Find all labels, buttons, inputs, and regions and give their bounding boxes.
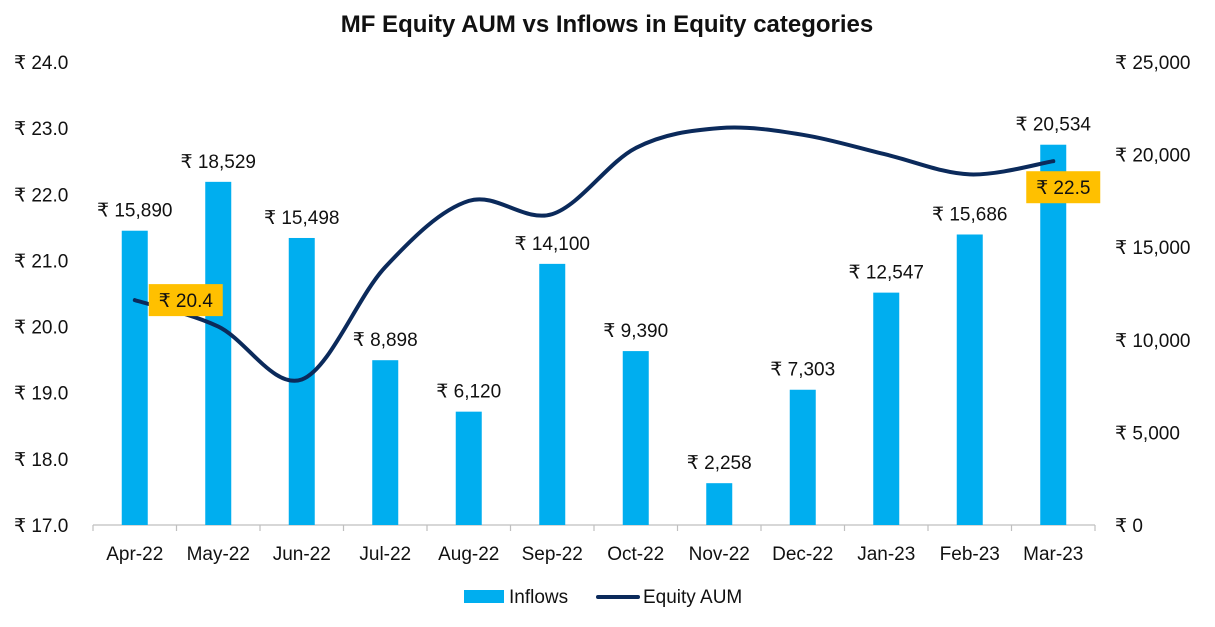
y-left-tick-label: ₹ 23.0 [14, 119, 68, 140]
x-tick-label: Jun-22 [273, 544, 331, 565]
aum-callout-box [1026, 171, 1101, 204]
bar-data-label: ₹ 15,890 [97, 201, 172, 222]
bar [539, 263, 566, 525]
x-tick-label: Nov-22 [689, 544, 750, 565]
x-tick-label: Oct-22 [607, 544, 664, 565]
bar [789, 389, 816, 525]
y-left-tick-label: ₹ 20.0 [14, 318, 68, 339]
line-layer [132, 125, 1056, 383]
y-left-tick-label: ₹ 18.0 [14, 450, 68, 471]
y-right-tick-label: ₹ 25,000 [1115, 53, 1190, 74]
bar-data-label: ₹ 12,547 [849, 263, 924, 284]
y-right-tick-label: ₹ 0 [1115, 516, 1143, 537]
bar-data-label: ₹ 20,534 [1016, 115, 1092, 136]
bar [873, 292, 900, 525]
callouts-layer: ₹ 20.4 ₹ 22.5 [148, 171, 1101, 317]
y-left-tick-label: ₹ 17.0 [14, 516, 68, 537]
legend-label-equity-aum: Equity AUM [643, 587, 742, 608]
x-tick-label: Jan-23 [857, 544, 915, 565]
x-tick-label: Jul-22 [359, 544, 411, 565]
legend-swatch-inflows [464, 590, 504, 603]
bar-data-label: ₹ 6,120 [436, 382, 501, 403]
bar-labels-layer: ₹ 15,890 ₹ 18,529 ₹ 15,498 ₹ 8,898 ₹ 6,120 ₹ … [97, 115, 1091, 474]
y-right-tick-label: ₹ 10,000 [1115, 331, 1190, 352]
bar-data-label: ₹ 7,303 [770, 360, 835, 381]
y-left-tick-label: ₹ 19.0 [14, 384, 68, 405]
aum-callout-label: ₹ 20.4 [159, 291, 214, 312]
bars-layer [121, 144, 1067, 525]
chart-title: MF Equity AUM vs Inflows in Equity categ… [341, 11, 874, 38]
x-tick-label: Sep-22 [522, 544, 583, 565]
equity-aum-line [132, 125, 1056, 383]
bar [455, 411, 482, 525]
x-tick-label: Apr-22 [106, 544, 163, 565]
y-right-tick-label: ₹ 20,000 [1115, 146, 1190, 167]
x-tick-label: May-22 [187, 544, 250, 565]
bar-data-label: ₹ 18,529 [181, 152, 256, 173]
y-left-tick-label: ₹ 21.0 [14, 251, 68, 272]
bar [372, 360, 399, 525]
aum-callout-label: ₹ 22.5 [1036, 178, 1090, 199]
aum-callout-box [148, 284, 223, 317]
bar-data-label: ₹ 15,498 [264, 208, 339, 229]
bar-data-label: ₹ 15,686 [932, 204, 1007, 225]
bar-data-label: ₹ 14,100 [515, 234, 590, 255]
bar [205, 181, 232, 525]
x-tick-label: Dec-22 [772, 544, 833, 565]
y-left-tick-label: ₹ 24.0 [14, 53, 68, 74]
legend: Inflows Equity AUM [464, 587, 742, 608]
bar [622, 351, 649, 525]
bar [706, 483, 733, 525]
x-tick-label: Aug-22 [438, 544, 499, 565]
bar-data-label: ₹ 2,258 [687, 453, 752, 474]
axes: Apr-22 May-22 Jun-22 Jul-22 Aug-22 Sep-22 Oct-… [14, 53, 1190, 565]
bar [1040, 144, 1067, 525]
bar [956, 234, 983, 525]
bar-data-label: ₹ 8,898 [353, 330, 418, 351]
x-tick-label: Feb-23 [940, 544, 1000, 565]
y-right-tick-label: ₹ 5,000 [1115, 423, 1180, 444]
bar-data-label: ₹ 9,390 [603, 321, 668, 342]
x-tick-label: Mar-23 [1023, 544, 1083, 565]
legend-label-inflows: Inflows [509, 587, 568, 608]
bar [121, 230, 148, 525]
y-left-tick-label: ₹ 22.0 [14, 185, 68, 206]
y-right-tick-label: ₹ 15,000 [1115, 238, 1190, 259]
